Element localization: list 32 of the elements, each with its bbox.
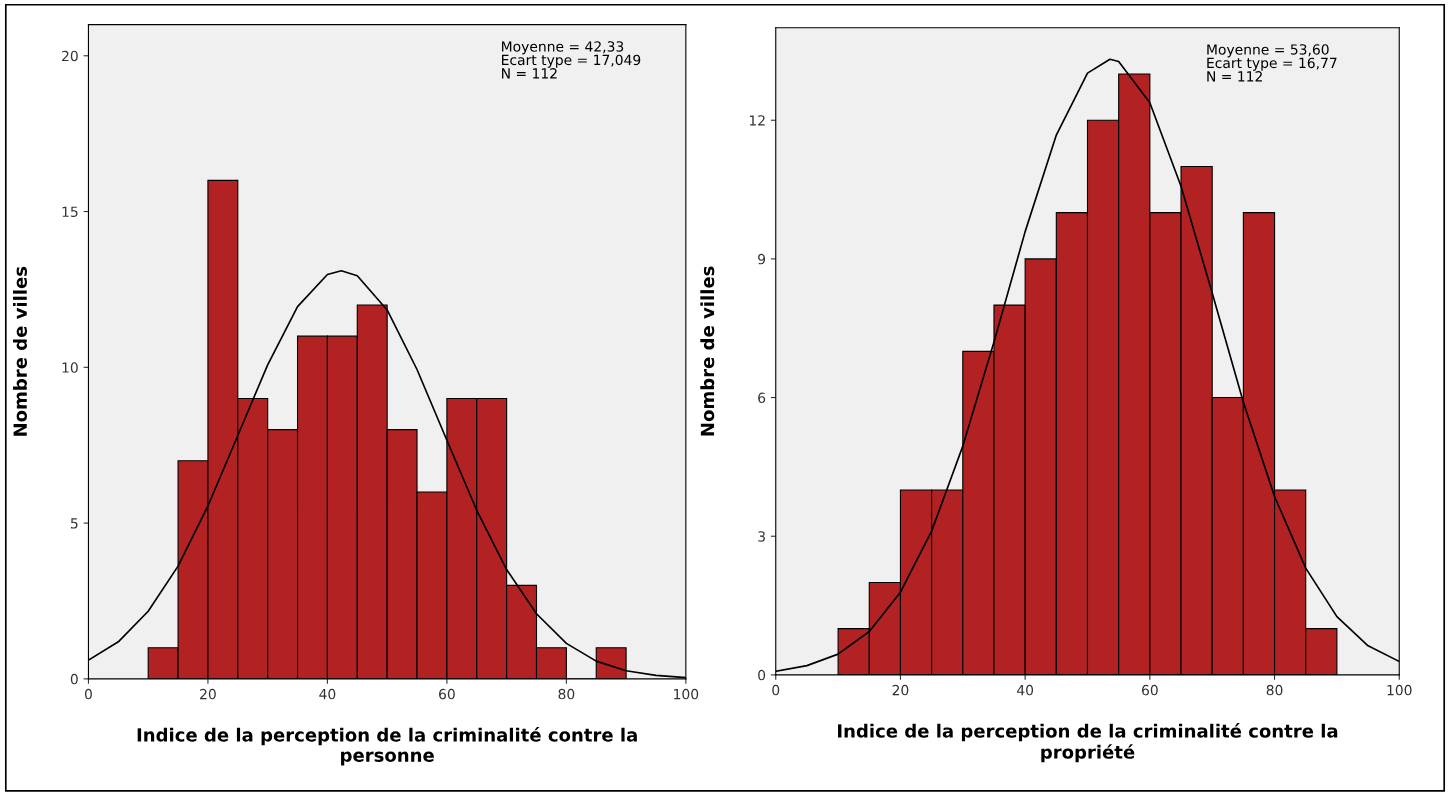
x-tick-label: 100 (1387, 684, 1412, 696)
annotation: Ecart type = 17,049 (502, 54, 641, 68)
x-tick-label: 80 (1266, 684, 1283, 696)
annotation: N = 112 (502, 68, 557, 79)
y-tick-label: 0 (70, 673, 78, 685)
y-tick-label: 9 (758, 253, 766, 265)
y-tick-label: 20 (62, 50, 78, 62)
x-tick-label: 40 (1016, 684, 1034, 696)
x-tick-label: 20 (892, 684, 909, 696)
y-tick-label: 0 (758, 669, 766, 681)
y-tick-label: 10 (62, 362, 78, 373)
x-tick-label: 0 (772, 684, 780, 696)
x-axis-title: Indice de la perception de la criminalité contre la propriété (838, 723, 1338, 763)
x-tick-label: 60 (439, 688, 455, 700)
y-tick-label: 5 (70, 518, 78, 529)
annotation: Moyenne = 53,60 (1207, 44, 1329, 58)
x-tick-label: 20 (200, 688, 216, 700)
annotation: N = 112 (1207, 71, 1262, 82)
x-tick-label: 0 (84, 688, 92, 700)
x-tick-label: 60 (1141, 684, 1158, 696)
x-tick-label: 40 (319, 688, 336, 700)
annotation: Ecart type = 16,77 (1207, 57, 1337, 71)
x-tick-label: 80 (558, 688, 575, 700)
y-axis-title: Nombre de villes (13, 266, 27, 436)
y-tick-label: 6 (758, 392, 766, 404)
x-tick-label: 100 (674, 688, 699, 700)
annotation: Moyenne = 42,33 (502, 41, 624, 55)
y-tick-label: 12 (749, 115, 765, 126)
y-tick-label: 3 (758, 531, 765, 542)
y-tick-label: 15 (62, 206, 78, 218)
y-axis-title: Nombre de villes (700, 266, 715, 436)
x-axis-title: Indice de la perception de la criminalité contre la personne (137, 727, 637, 766)
